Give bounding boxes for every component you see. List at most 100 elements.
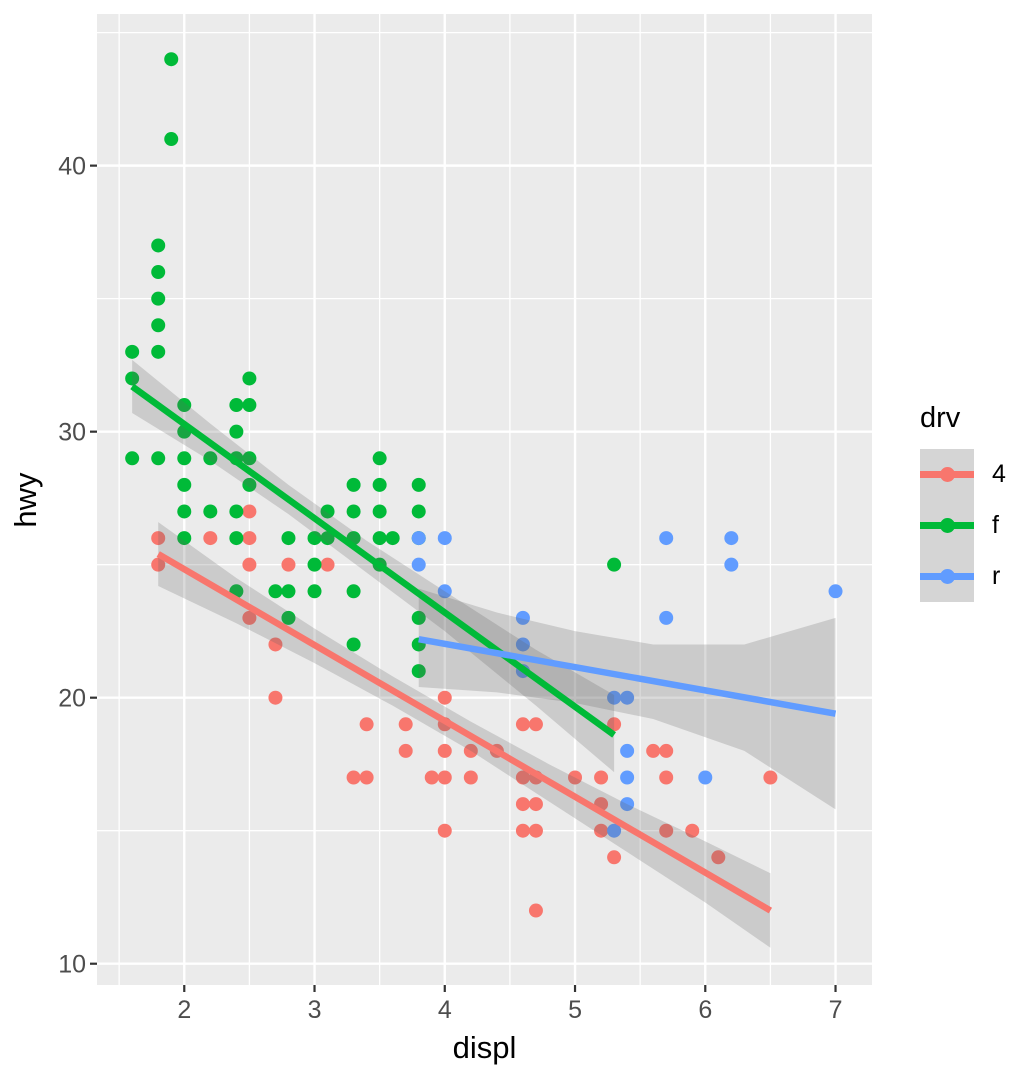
data-point: [242, 504, 257, 519]
data-point: [177, 531, 192, 546]
y-tick-label: 20: [58, 685, 86, 713]
data-point: [398, 743, 413, 758]
data-point: [463, 743, 478, 758]
data-point: [359, 717, 374, 732]
data-point: [685, 823, 700, 838]
smooth-line-f: [130, 383, 617, 738]
data-point: [229, 504, 244, 519]
legend-point-icon: [939, 467, 955, 482]
data-point: [151, 531, 166, 546]
data-point: [242, 610, 257, 625]
data-point: [724, 531, 739, 546]
data-point: [607, 557, 622, 572]
panel-background: [97, 14, 872, 985]
data-point: [151, 451, 166, 466]
data-point: [372, 477, 387, 492]
x-axis-title: displ: [452, 1030, 517, 1065]
data-point: [594, 770, 609, 785]
x-tick-label: 5: [568, 996, 582, 1024]
data-point: [242, 451, 257, 466]
data-point: [229, 424, 244, 439]
data-point: [268, 584, 283, 599]
data-point: [528, 903, 543, 918]
legend-swatch: [920, 500, 974, 551]
data-point: [763, 770, 778, 785]
data-point: [620, 797, 635, 812]
data-point: [411, 504, 426, 519]
data-point: [411, 610, 426, 625]
data-layers: [125, 52, 843, 948]
confidence-band-f: [132, 359, 615, 773]
data-point: [281, 557, 296, 572]
data-point: [411, 531, 426, 546]
legend-swatch: [920, 449, 974, 500]
data-point: [164, 52, 179, 67]
data-point: [268, 637, 283, 652]
smooth-line-r: [418, 635, 837, 717]
data-point: [828, 584, 843, 599]
data-point: [607, 690, 622, 705]
data-point: [463, 770, 478, 785]
data-point: [281, 610, 296, 625]
legend-title: drv: [920, 402, 961, 434]
x-tick-label: 6: [698, 996, 712, 1024]
data-point: [398, 717, 413, 732]
data-point: [177, 398, 192, 413]
legend-key-label: 4: [992, 460, 1006, 488]
data-point: [515, 610, 530, 625]
data-point: [711, 850, 726, 865]
data-point: [515, 797, 530, 812]
data-point: [320, 504, 335, 519]
data-point: [307, 557, 322, 572]
data-point: [620, 743, 635, 758]
data-point: [515, 770, 530, 785]
data-point: [346, 584, 361, 599]
smooth-line-4: [156, 551, 773, 914]
data-point: [307, 584, 322, 599]
data-point: [620, 690, 635, 705]
data-point: [177, 504, 192, 519]
data-point: [125, 451, 140, 466]
data-point: [568, 770, 583, 785]
data-point: [242, 398, 257, 413]
data-point: [437, 770, 452, 785]
data-point: [411, 664, 426, 679]
data-point: [646, 743, 661, 758]
data-point: [346, 477, 361, 492]
x-tick-label: 2: [177, 996, 191, 1024]
legend-point-icon: [939, 518, 955, 533]
legend-key-4: 4: [905, 449, 1036, 500]
data-point: [151, 265, 166, 280]
x-tick-label: 7: [829, 996, 843, 1024]
data-point: [203, 451, 218, 466]
data-point: [724, 557, 739, 572]
data-point: [242, 477, 257, 492]
y-tick-label: 30: [58, 419, 86, 447]
data-point: [281, 584, 296, 599]
legend-key-label: r: [992, 562, 1001, 590]
data-point: [372, 531, 387, 546]
data-point: [320, 557, 335, 572]
data-point: [515, 823, 530, 838]
data-point: [659, 610, 674, 625]
data-point: [320, 531, 335, 546]
data-point: [411, 477, 426, 492]
data-point: [607, 850, 622, 865]
data-point: [437, 531, 452, 546]
points-series-r: [411, 531, 843, 838]
data-point: [242, 557, 257, 572]
data-point: [698, 770, 713, 785]
data-point: [437, 690, 452, 705]
data-point: [607, 717, 622, 732]
legend-key-f: f: [905, 500, 1036, 551]
data-point: [125, 344, 140, 359]
data-point: [659, 743, 674, 758]
data-point: [437, 584, 452, 599]
data-point: [372, 504, 387, 519]
data-point: [346, 637, 361, 652]
confidence-band-r: [418, 588, 836, 810]
data-point: [151, 557, 166, 572]
data-point: [437, 743, 452, 758]
